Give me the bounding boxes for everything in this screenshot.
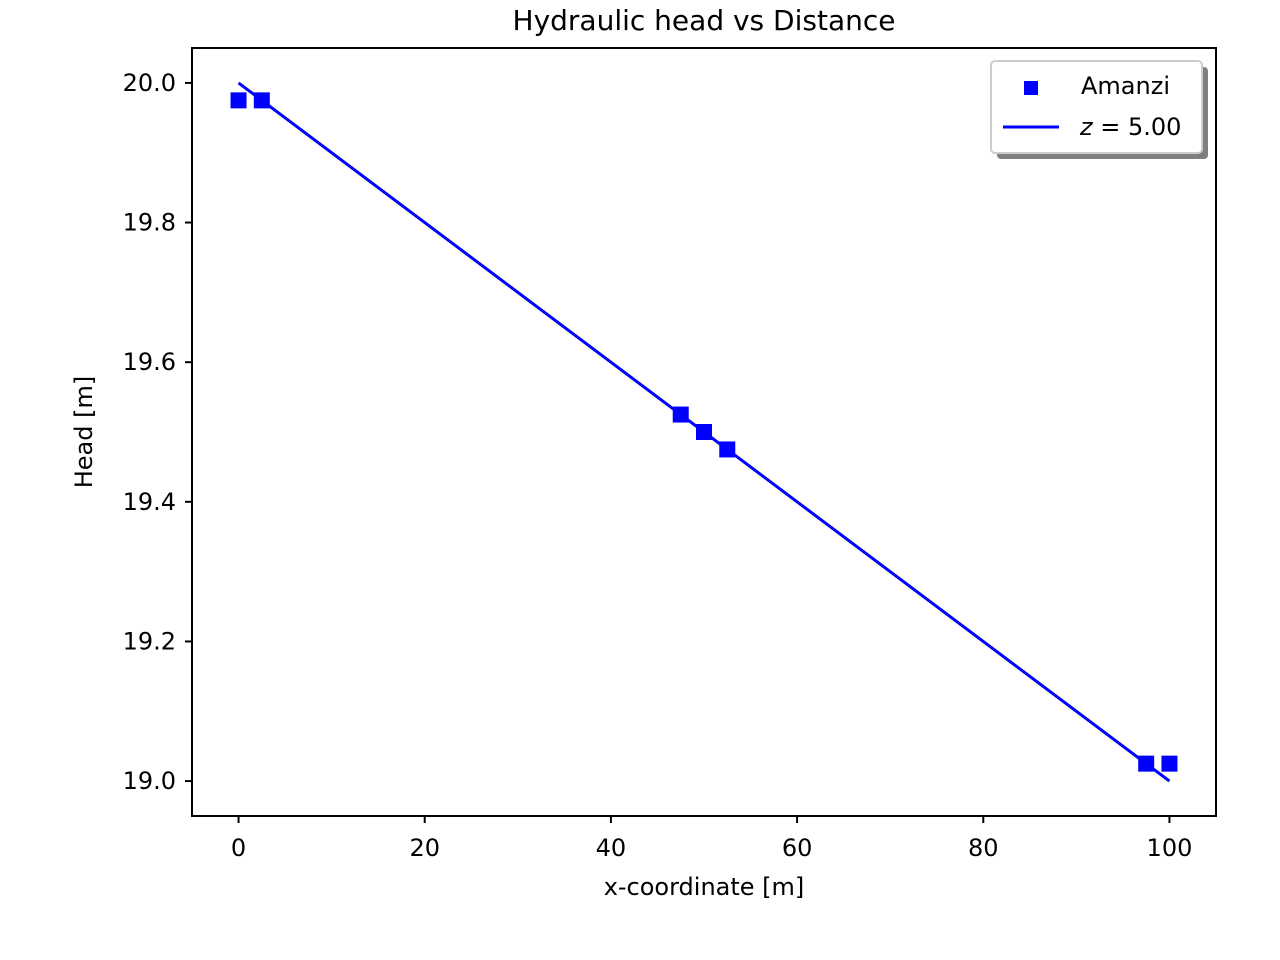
legend-label-line-suffix: = 5.00 [1093,113,1182,141]
x-tick-label: 40 [596,834,627,862]
legend-label-line: z = 5.00 [1079,113,1181,141]
legend-marker-amanzi [1024,81,1038,95]
scatter-point [1161,755,1178,772]
legend: Amanzi z = 5.00 [990,60,1208,159]
x-tick-label: 0 [231,834,246,862]
scatter-point [719,441,736,458]
scatter-point [253,92,270,109]
legend-label-line-prefix: z [1079,113,1094,141]
scatter-point [1138,755,1155,772]
x-tick-label: 100 [1147,834,1193,862]
y-tick-label: 19.4 [123,488,176,516]
x-axis-label: x-coordinate [m] [604,873,805,901]
y-tick-label: 19.8 [123,209,176,237]
y-tick-label: 20.0 [123,69,176,97]
y-axis-ticks: 19.0 19.2 19.4 19.6 19.8 20.0 [123,69,192,795]
scatter-point [696,424,712,440]
x-tick-label: 80 [968,834,999,862]
scatter-point [230,92,247,109]
y-tick-label: 19.6 [123,348,176,376]
data-layer [230,81,1178,783]
scatter-point [672,406,689,423]
legend-label-amanzi: Amanzi [1081,72,1170,100]
y-axis-label: Head [m] [70,376,98,489]
y-tick-label: 19.2 [123,627,176,655]
x-axis-ticks: 0 20 40 60 80 100 [231,816,1192,862]
x-tick-label: 60 [782,834,813,862]
axes-frame [191,47,1217,817]
chart-title: Hydraulic head vs Distance [513,4,896,37]
x-tick-label: 20 [409,834,440,862]
legend-box [990,60,1203,154]
y-tick-label: 19.0 [123,767,176,795]
